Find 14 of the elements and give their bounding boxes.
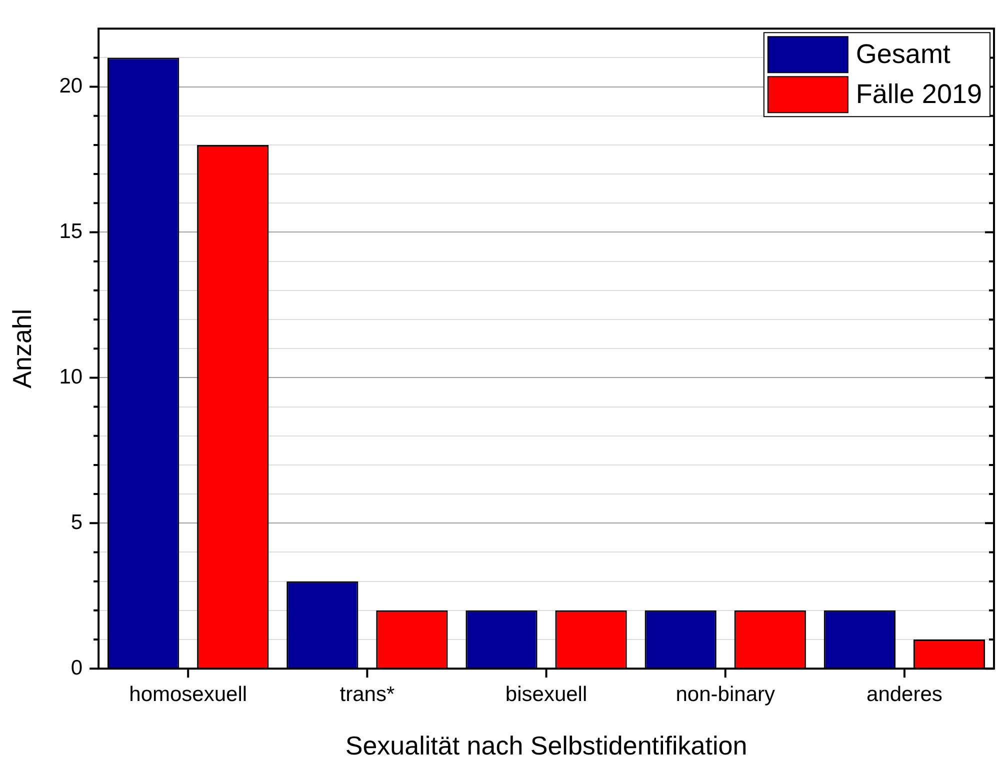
x-axis-title: Sexualität nach Selbstidentifikation (345, 730, 748, 761)
y-tick-label: 15 (59, 220, 83, 244)
y-tick-label: 5 (70, 510, 83, 534)
x-tick-label: anderes (866, 682, 942, 706)
y-axis-title: Anzahl (6, 308, 37, 388)
y-tick-label: 10 (59, 365, 83, 388)
legend-label: Fälle 2019 (856, 79, 982, 110)
x-tick-label: non-binary (676, 682, 776, 706)
y-tick-label: 0 (70, 656, 83, 680)
x-tick-label: bisexuell (505, 682, 588, 706)
legend-label: Gesamt (856, 39, 951, 70)
y-tick-label: 20 (59, 74, 83, 98)
x-tick-label: homosexuell (129, 682, 248, 706)
x-tick-label: trans* (340, 682, 395, 706)
